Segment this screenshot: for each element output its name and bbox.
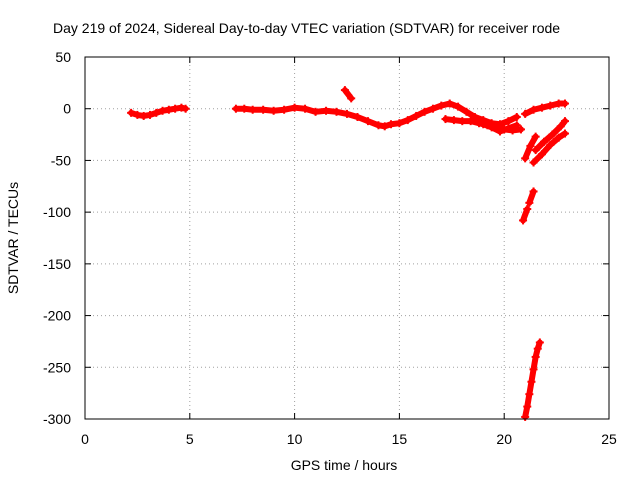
data-point — [516, 125, 525, 134]
x-tick-label: 0 — [81, 431, 89, 447]
data-series — [529, 129, 569, 167]
data-point — [560, 117, 569, 126]
data-series — [340, 86, 356, 103]
data-series — [127, 103, 190, 120]
x-tick-label: 5 — [186, 431, 194, 447]
data-point — [560, 99, 569, 108]
data-point — [560, 129, 569, 138]
y-tick-label: -300 — [43, 411, 71, 427]
data-point — [529, 187, 538, 196]
plot-frame — [84, 56, 610, 420]
y-tick-label: -200 — [43, 308, 71, 324]
x-tick-label: 25 — [601, 431, 617, 447]
data-point — [512, 121, 521, 130]
data-point — [531, 132, 540, 141]
data-series — [521, 338, 544, 421]
y-tick-label: -100 — [43, 204, 71, 220]
data-point — [347, 94, 356, 103]
data-series — [521, 99, 569, 118]
grid-lines — [85, 57, 609, 419]
x-tick-label: 20 — [496, 431, 512, 447]
data-series — [519, 205, 532, 225]
x-tick-label: 10 — [287, 431, 303, 447]
x-tick-label: 15 — [392, 431, 408, 447]
y-tick-label: 0 — [63, 101, 71, 117]
data-point — [523, 205, 532, 214]
data-series — [525, 187, 538, 207]
chart-title: Day 219 of 2024, Sidereal Day-to-day VTE… — [53, 20, 560, 36]
data-series — [521, 132, 540, 163]
y-tick-label: 50 — [55, 49, 71, 65]
y-axis-label: SDTVAR / TECUs — [5, 182, 21, 294]
data-points — [127, 86, 569, 421]
y-tick-label: -50 — [51, 152, 71, 168]
data-point — [535, 338, 544, 347]
y-tick-label: -250 — [43, 359, 71, 375]
data-series — [531, 117, 569, 155]
axis-ticks: 0 5 10 15 20 25 50 0 -50 -100 -150 -200 -250 -300 — [43, 49, 617, 447]
data-track — [341, 87, 355, 102]
x-axis-label: GPS time / hours — [291, 457, 398, 473]
data-point — [512, 112, 521, 121]
data-point — [181, 104, 190, 113]
data-series — [479, 120, 521, 136]
y-tick-label: -150 — [43, 256, 71, 272]
